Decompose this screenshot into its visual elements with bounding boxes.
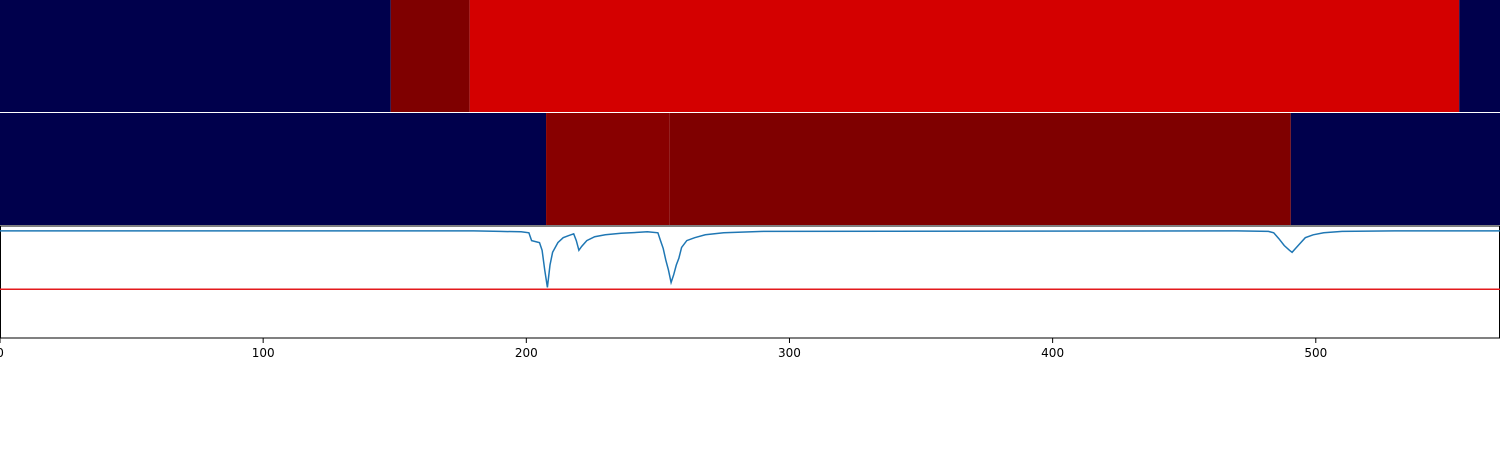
heatmap-cell-r1-s2 [390, 0, 470, 112]
x-tick-label: 200 [515, 346, 538, 360]
series-line [0, 230, 1500, 288]
heatmap-cell-r2-s4 [1290, 113, 1500, 225]
x-tick-label: 500 [1304, 346, 1327, 360]
heatmap-cell-r2-s1 [0, 113, 547, 225]
heatmap-cell-r2-s3 [669, 113, 1291, 225]
heatmap-cell-r2-s2 [546, 113, 670, 225]
heatmap-cell-r1-s1 [0, 0, 391, 112]
x-tick-label: 100 [252, 346, 275, 360]
x-tick-label: 300 [778, 346, 801, 360]
x-tick-label: 0 [0, 346, 4, 360]
heatmap-cell-r1-s4 [1459, 0, 1500, 112]
x-tick-label: 400 [1041, 346, 1064, 360]
heatmap-cell-r1-s3 [469, 0, 1460, 112]
heatmap-row-1 [0, 0, 1500, 112]
x-axis: 0 100 200 300 400 500 [0, 338, 1327, 360]
line-panel [0, 225, 1500, 339]
line-panel-frame [0, 225, 1500, 339]
heatmap-row-2 [0, 113, 1500, 225]
heatmap-panels [0, 0, 1500, 225]
